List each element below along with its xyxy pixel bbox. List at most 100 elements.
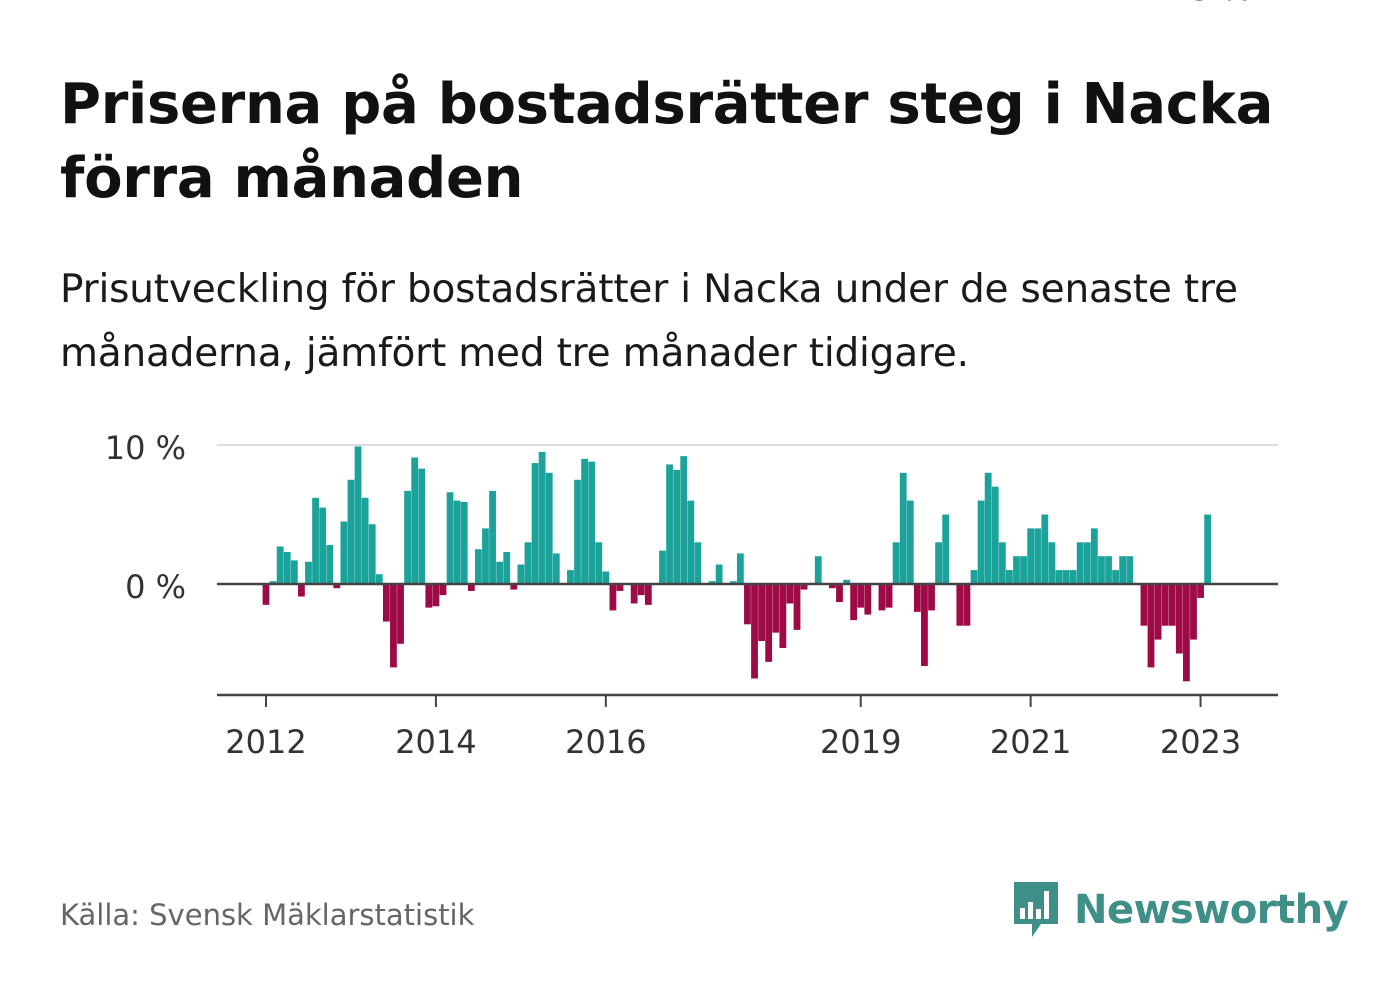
chart-subtitle: Prisutveckling för bostadsrätter i Nacka… <box>60 267 1238 376</box>
bar-9 <box>326 545 334 584</box>
bar-20 <box>404 490 411 584</box>
bar-122 <box>1126 556 1134 584</box>
bar-124 <box>1140 584 1148 626</box>
bar-101 <box>977 500 985 584</box>
bar-100 <box>970 570 978 584</box>
bar-116 <box>1083 542 1091 584</box>
newsworthy-logo[interactable]: Newsworthy <box>1010 877 1349 943</box>
bar-3 <box>283 552 291 584</box>
bar-80 <box>829 584 836 589</box>
bar-63 <box>708 581 716 584</box>
bar-1 <box>269 581 277 584</box>
bar-22 <box>418 468 426 584</box>
bar-18 <box>390 584 397 668</box>
bar-130 <box>1183 584 1190 682</box>
x-tick-label-2021: 2021 <box>990 723 1071 761</box>
bar-67 <box>736 553 744 584</box>
bar-129 <box>1175 584 1183 654</box>
bar-111 <box>1048 542 1056 584</box>
bar-54 <box>644 584 652 605</box>
bar-5 <box>298 584 305 597</box>
bar-104 <box>998 542 1006 584</box>
bar-26 <box>446 492 454 584</box>
bar-4 <box>290 560 298 584</box>
bar-10 <box>333 584 341 589</box>
bar-37 <box>524 542 532 584</box>
bar-119 <box>1105 556 1112 584</box>
bar-117 <box>1090 528 1098 584</box>
bar-23 <box>425 584 433 608</box>
bar-40 <box>545 472 553 584</box>
bar-7 <box>312 497 319 584</box>
x-tick-label-2014: 2014 <box>395 723 476 761</box>
bar-11 <box>340 521 348 584</box>
bar-75 <box>793 584 801 630</box>
bar-8 <box>319 507 327 584</box>
bar-13 <box>354 446 362 584</box>
bar-81 <box>836 584 843 603</box>
bar-120 <box>1112 570 1119 584</box>
bar-39 <box>538 451 546 584</box>
bar-0 <box>262 584 270 605</box>
bar-90 <box>899 472 907 584</box>
bar-96 <box>942 514 950 584</box>
bar-121 <box>1119 556 1127 584</box>
bar-133 <box>1204 514 1212 584</box>
bar-95 <box>935 542 942 584</box>
bar-108 <box>1027 528 1035 584</box>
bar-27 <box>453 500 461 584</box>
bar-89 <box>892 542 900 584</box>
bar-88 <box>885 584 893 608</box>
bar-41 <box>552 553 560 584</box>
bar-68 <box>744 584 751 625</box>
bar-50 <box>616 584 624 591</box>
bar-94 <box>928 584 935 611</box>
bar-6 <box>305 561 312 584</box>
x-tick-label-2012: 2012 <box>225 723 306 761</box>
bar-60 <box>687 500 695 584</box>
bar-46 <box>588 461 596 584</box>
bar-71 <box>765 584 773 662</box>
x-tick-label-2023: 2023 <box>1160 723 1241 761</box>
bar-28 <box>460 501 468 584</box>
bar-107 <box>1020 556 1027 584</box>
bar-34 <box>503 552 511 584</box>
bar-32 <box>489 490 496 584</box>
bar-78 <box>814 556 822 584</box>
x-tick-label-2016: 2016 <box>565 723 646 761</box>
bar-45 <box>581 458 588 584</box>
bar-99 <box>963 584 971 626</box>
bar-115 <box>1076 542 1084 584</box>
bar-105 <box>1006 570 1013 584</box>
bar-87 <box>878 584 886 611</box>
bar-35 <box>510 584 518 590</box>
bar-85 <box>864 584 872 615</box>
bar-64 <box>715 564 723 584</box>
bar-109 <box>1034 528 1042 584</box>
newsworthy-logo-icon <box>1014 882 1058 937</box>
bar-44 <box>574 479 581 584</box>
bar-83 <box>850 584 858 621</box>
bar-128 <box>1168 584 1176 626</box>
bar-125 <box>1147 584 1155 668</box>
bar-61 <box>694 542 702 584</box>
bar-93 <box>921 584 928 667</box>
bar-72 <box>772 584 780 633</box>
bar-132 <box>1197 584 1204 598</box>
bar-24 <box>432 584 440 607</box>
bar-56 <box>659 550 666 584</box>
bar-110 <box>1041 514 1049 584</box>
bar-98 <box>956 584 964 626</box>
bar-91 <box>906 500 914 584</box>
bar-127 <box>1161 584 1169 626</box>
bar-17 <box>382 584 390 622</box>
bar-73 <box>779 584 787 648</box>
bar-57 <box>666 464 673 584</box>
bar-21 <box>411 457 419 584</box>
chart-title: Priserna på bostadsrätter steg i Nacka f… <box>60 72 1274 211</box>
bar-102 <box>984 472 992 584</box>
bar-38 <box>531 463 539 584</box>
y-tick-label-10: 10 % <box>105 429 186 467</box>
bar-103 <box>991 486 999 584</box>
